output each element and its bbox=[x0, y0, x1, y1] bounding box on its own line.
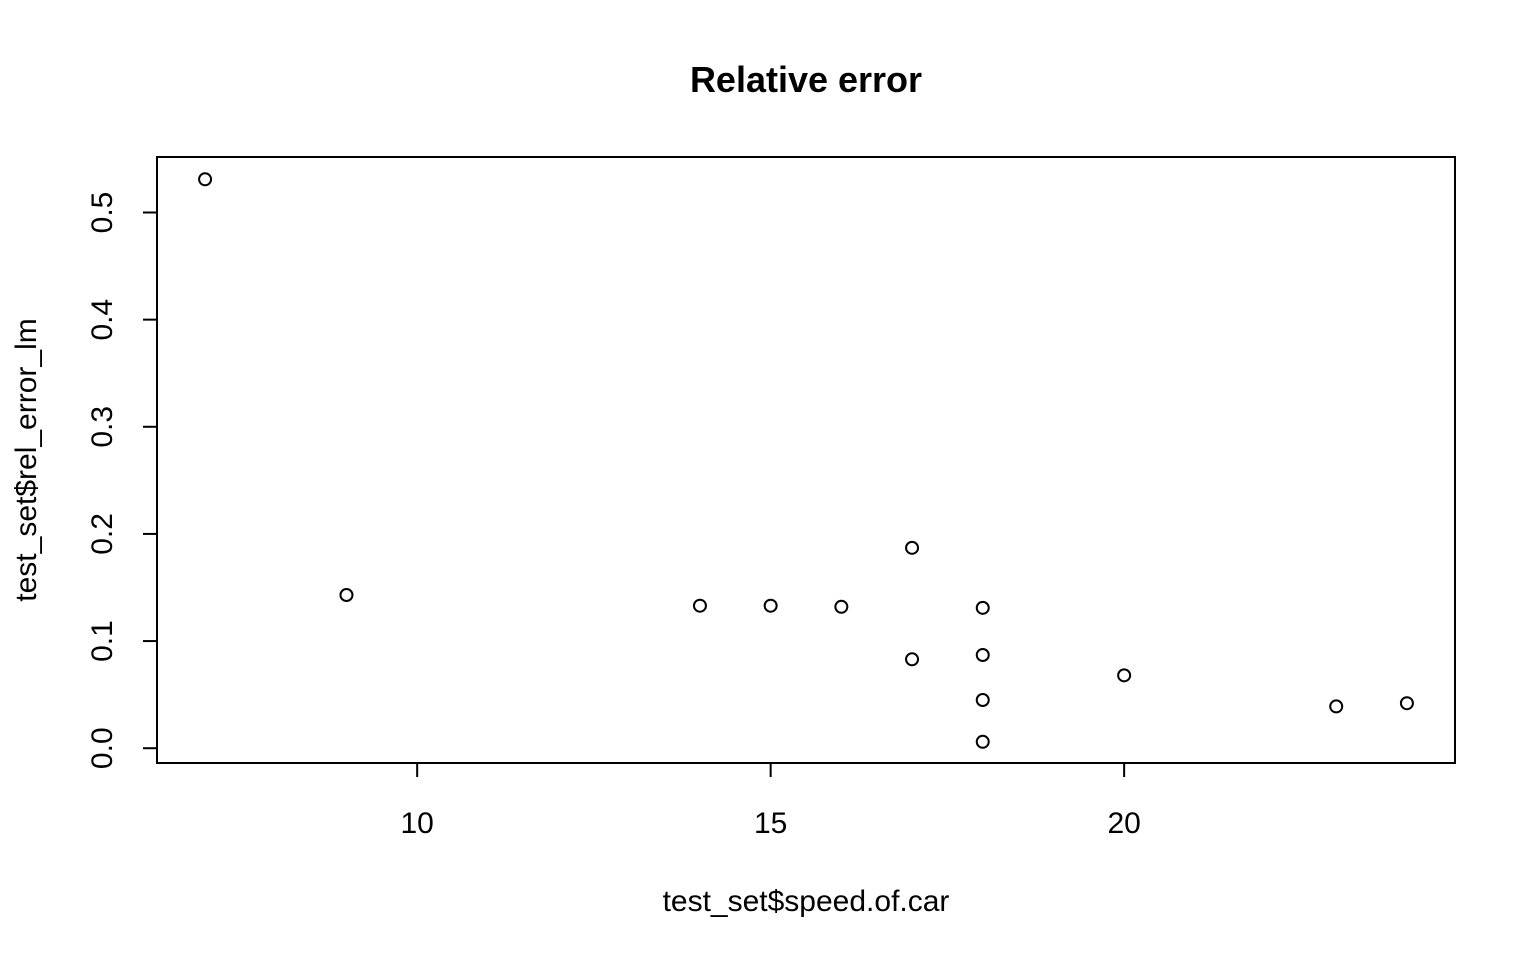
data-point bbox=[1399, 696, 1414, 711]
data-point bbox=[834, 599, 849, 614]
y-tick-label: 0.1 bbox=[86, 620, 119, 662]
data-point bbox=[339, 588, 354, 602]
x-axis-label: test_set$speed.of.car bbox=[663, 885, 950, 918]
data-point bbox=[198, 172, 213, 187]
y-tick-label: 0.2 bbox=[86, 513, 119, 555]
data-points bbox=[198, 172, 1414, 749]
data-point bbox=[975, 648, 990, 662]
y-tick-label: 0.3 bbox=[86, 406, 119, 448]
data-point bbox=[763, 598, 778, 613]
y-tick-label: 0.0 bbox=[86, 727, 119, 769]
data-point bbox=[905, 652, 920, 667]
data-point bbox=[1117, 668, 1132, 683]
data-point bbox=[975, 693, 990, 707]
y-axis: 0.0 0.1 0.2 0.3 0.4 0.5 bbox=[86, 192, 158, 769]
data-point bbox=[975, 600, 990, 615]
data-point bbox=[975, 734, 990, 749]
x-tick-label: 20 bbox=[1107, 807, 1140, 840]
data-point bbox=[692, 598, 707, 613]
x-tick-label: 10 bbox=[400, 807, 433, 840]
x-axis: 10 15 20 bbox=[400, 762, 1141, 840]
data-point bbox=[1329, 699, 1344, 714]
plot-frame bbox=[156, 156, 1456, 764]
data-point bbox=[905, 540, 920, 555]
chart-title: Relative error bbox=[690, 59, 922, 100]
y-axis-label: test_set$rel_error_lm bbox=[10, 318, 43, 601]
x-tick-label: 15 bbox=[754, 807, 787, 840]
y-tick-label: 0.5 bbox=[86, 192, 119, 234]
y-tick-label: 0.4 bbox=[86, 299, 119, 341]
